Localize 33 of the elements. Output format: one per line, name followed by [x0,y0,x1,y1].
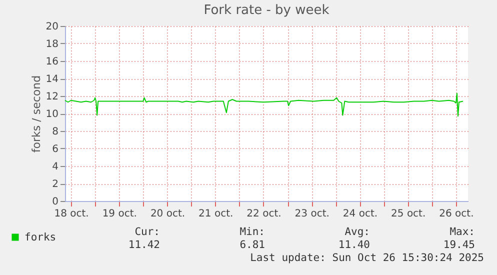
text: Last update: Sun Oct 26 15:30:24 2025 [250,252,484,264]
x-tick-label: 18 oct. [54,208,89,220]
x-tick-label: 19 oct. [102,208,137,220]
x-tick-label: 22 oct. [246,208,282,220]
text: 11.40 [338,239,370,251]
text: 6.81 [240,239,265,251]
chart-title: Fork rate - by week [204,3,330,18]
line-series [64,92,464,117]
y-tick-label: 2 [52,179,58,190]
x-tick-label: 20 oct. [150,208,186,220]
x-tick-label: 24 oct. [342,208,378,220]
y-tick-label: 20 [46,22,58,32]
y-tick-label: 4 [52,162,58,172]
x-tick-label: 23 oct. [294,208,330,220]
x-tick-label: 26 oct. [439,208,474,220]
text: Avg: [344,226,370,238]
text: Cur: [134,226,160,238]
legend-label: forks [24,231,56,244]
text: Max: [450,226,475,238]
x-tick-label: 21 oct. [198,208,234,220]
y-tick-label: 8 [52,126,58,138]
y-tick-label: 12 [46,92,58,102]
y-tick-label: 18 [46,39,58,50]
y-axis-title: forks / second [30,75,43,153]
text: 11.42 [128,239,160,251]
y-tick-label: 6 [52,144,58,155]
x-tick-label: 25 oct. [391,208,426,220]
y-tick-label: 16 [46,56,58,68]
y-tick-label: 14 [46,74,58,85]
y-tick-label: 10 [46,109,58,120]
text: Min: [240,226,265,238]
text: 19.45 [443,239,475,251]
y-tick-label: 0 [52,196,58,208]
